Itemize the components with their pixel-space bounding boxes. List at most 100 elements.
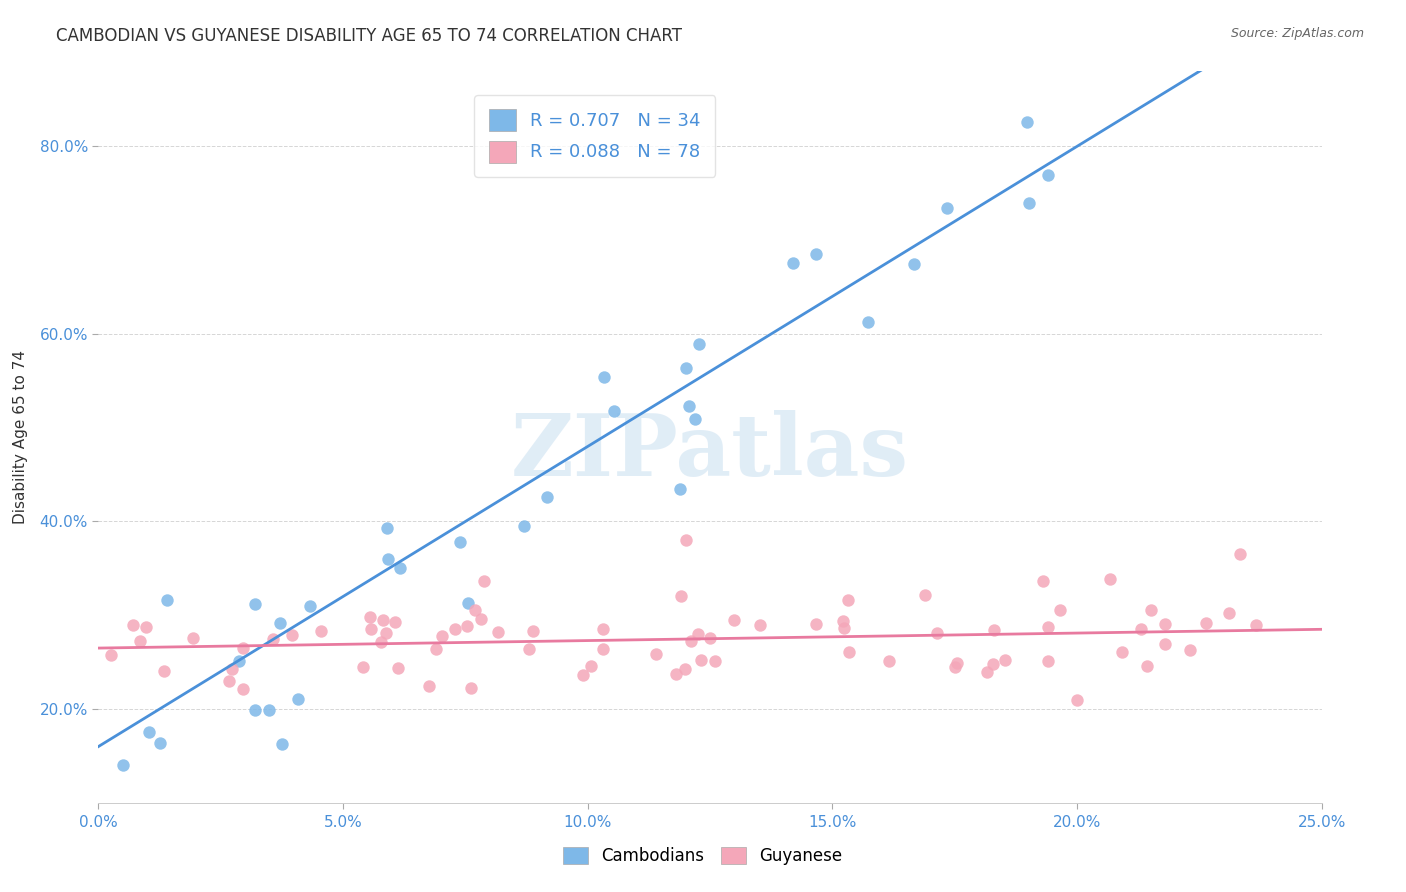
Point [1136, 658, 1159, 673]
Point [456, 619, 478, 633]
Point [122, 617, 145, 632]
Point [1129, 622, 1152, 636]
Text: ZIPatlas: ZIPatlas [510, 409, 910, 493]
Point [976, 665, 998, 679]
Point [1017, 115, 1039, 129]
Point [517, 641, 540, 656]
Point [373, 613, 395, 627]
Point [100, 648, 122, 662]
Point [1153, 617, 1175, 632]
Point [804, 247, 827, 261]
Point [232, 682, 254, 697]
Point [927, 626, 949, 640]
Point [377, 552, 399, 566]
Point [375, 521, 398, 535]
Point [418, 679, 440, 693]
Point [375, 625, 398, 640]
Point [837, 592, 859, 607]
Legend: R = 0.707   N = 34, R = 0.088   N = 78: R = 0.707 N = 34, R = 0.088 N = 78 [474, 95, 716, 177]
Point [311, 624, 333, 639]
Point [457, 596, 479, 610]
Point [281, 628, 304, 642]
Point [572, 668, 595, 682]
Point [352, 660, 374, 674]
Point [464, 603, 486, 617]
Point [681, 634, 703, 648]
Point [1032, 574, 1054, 588]
Point [1218, 606, 1240, 620]
Text: CAMBODIAN VS GUYANESE DISABILITY AGE 65 TO 74 CORRELATION CHART: CAMBODIAN VS GUYANESE DISABILITY AGE 65 … [56, 27, 682, 45]
Point [748, 617, 770, 632]
Point [879, 654, 901, 668]
Point [472, 574, 495, 588]
Point [149, 736, 172, 750]
Point [270, 737, 292, 751]
Point [678, 399, 700, 413]
Point [782, 256, 804, 270]
Point [425, 642, 447, 657]
Point [138, 725, 160, 739]
Point [387, 660, 409, 674]
Point [935, 201, 957, 215]
Point [644, 647, 666, 661]
Point [1244, 618, 1267, 632]
Point [259, 703, 281, 717]
Point [370, 635, 392, 649]
Point [135, 620, 157, 634]
Point [673, 662, 696, 676]
Point [914, 587, 936, 601]
Point [152, 664, 174, 678]
Point [218, 673, 240, 688]
Point [536, 490, 558, 504]
Point [669, 589, 692, 603]
Point [592, 622, 614, 636]
Point [388, 561, 411, 575]
Point [232, 640, 254, 655]
Point [592, 642, 614, 657]
Point [603, 404, 626, 418]
Point [460, 681, 482, 695]
Point [994, 653, 1017, 667]
Point [1036, 168, 1059, 182]
Point [689, 653, 711, 667]
Point [593, 370, 616, 384]
Point [838, 645, 860, 659]
Point [228, 654, 250, 668]
Point [945, 656, 967, 670]
Point [262, 632, 284, 647]
Point [903, 257, 925, 271]
Point [683, 412, 706, 426]
Point [981, 657, 1004, 672]
Point [703, 654, 725, 668]
Point [299, 599, 322, 613]
Point [269, 616, 291, 631]
Point [665, 667, 688, 681]
Point [675, 360, 697, 375]
Point [1111, 645, 1133, 659]
Point [856, 315, 879, 329]
Point [1140, 603, 1163, 617]
Y-axis label: Disability Age 65 to 74: Disability Age 65 to 74 [14, 350, 28, 524]
Point [1018, 195, 1040, 210]
Point [669, 482, 692, 496]
Point [1229, 547, 1251, 561]
Point [1038, 620, 1060, 634]
Point [221, 662, 243, 676]
Point [384, 615, 406, 629]
Point [156, 593, 179, 607]
Point [1066, 692, 1088, 706]
Point [112, 758, 135, 772]
Point [360, 622, 382, 636]
Point [1049, 603, 1071, 617]
Legend: Cambodians, Guyanese: Cambodians, Guyanese [554, 837, 852, 875]
Point [287, 692, 309, 706]
Point [513, 519, 536, 533]
Point [359, 609, 381, 624]
Point [1036, 654, 1059, 668]
Point [1180, 643, 1202, 657]
Point [1154, 637, 1177, 651]
Point [1195, 616, 1218, 631]
Point [449, 534, 471, 549]
Point [686, 626, 709, 640]
Point [699, 632, 721, 646]
